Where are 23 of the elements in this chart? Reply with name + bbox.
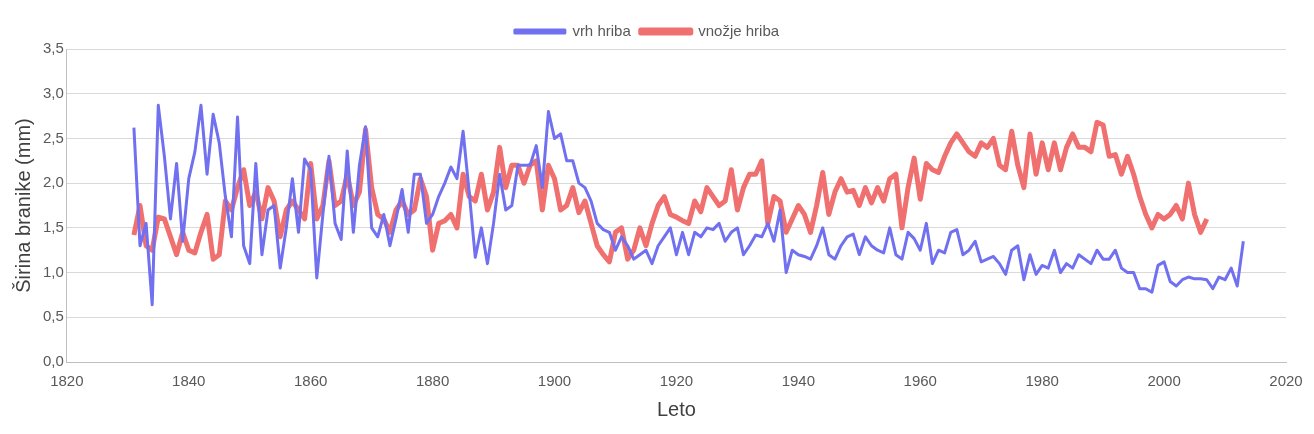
x-tick-label: 2000 [1147,372,1181,390]
legend-label: vnožje hriba [698,21,780,39]
x-axis-title: Leto [656,397,696,420]
x-tick-label: 1920 [659,372,694,390]
legend-label: vrh hriba [572,21,632,39]
x-tick-label: 1840 [172,372,206,390]
x-tick-label: 1880 [415,372,450,390]
y-tick-label: 1,0 [42,262,64,280]
x-tick-label: 2020 [1269,372,1303,390]
x-tick-label: 1900 [537,372,572,390]
x-tick-label: 1980 [1025,372,1059,390]
y-tick-label: 1,5 [42,218,64,235]
y-tick-label: 2,5 [42,128,64,146]
x-tick-label: 1940 [781,372,816,390]
x-tick-label: 1820 [50,372,84,390]
y-tick-label: 0,5 [42,307,64,325]
y-tick-label: 3,5 [42,39,64,57]
x-tick-label: 1960 [903,372,937,390]
y-tick-label: 2,0 [42,173,64,191]
x-tick-label: 1860 [293,372,328,390]
y-tick-label: 0,0 [42,352,64,370]
y-axis-title: Širina branike (mm) [11,118,34,293]
y-tick-label: 3,0 [42,83,64,101]
